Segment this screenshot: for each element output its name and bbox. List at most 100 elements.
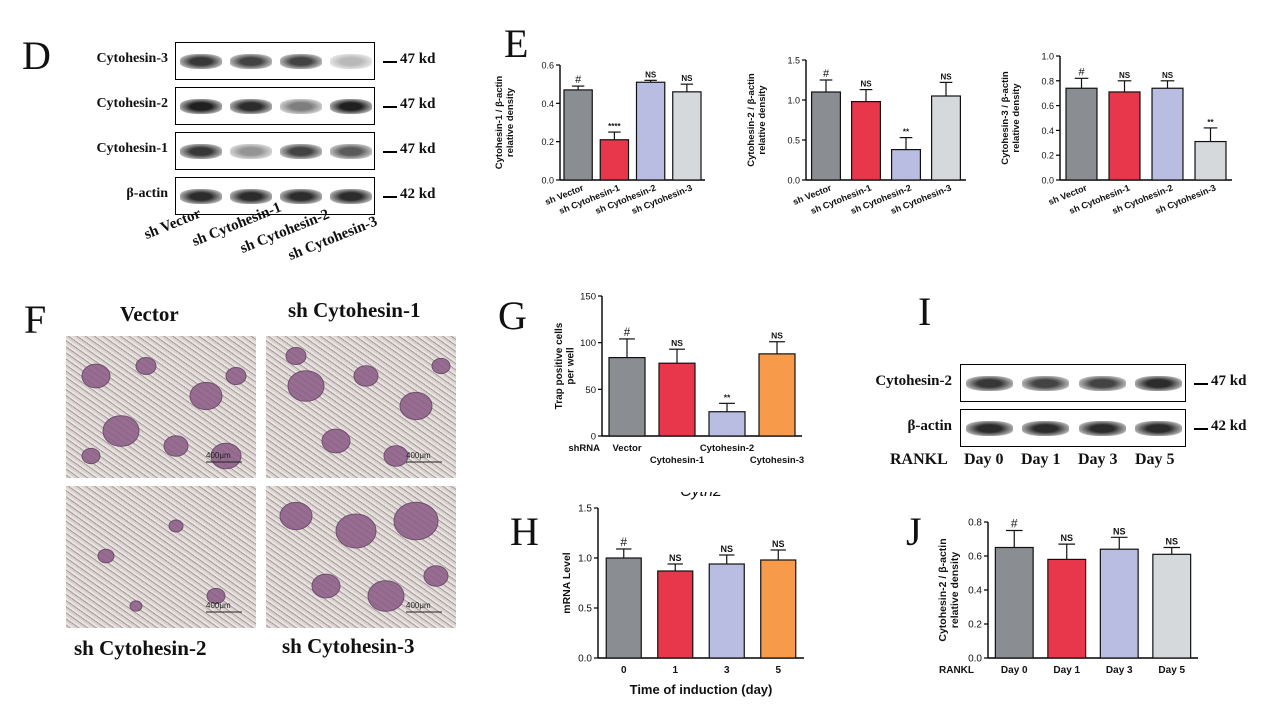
chart-g-trap-positive-cells: 0 50 100 150 Trap positive cells per well # Vec… [554,292,804,467]
chart-e3-cytohesin3-density: 0.0 0.2 0.4 0.6 0.8 1.0 Cytohesin-3 / β-actin r… [1000,52,1232,216]
osteoclast-cell [431,357,451,375]
bar [810,91,841,181]
kd-marker-label: 47 kd [400,96,436,112]
x-tick-label: Day 1 [1053,665,1080,676]
blot-row-label: β-actin [126,186,168,201]
bar [1151,87,1184,181]
chart-e1-cytohesin1-density: 0.0 0.2 0.4 0.6 Cytohesin-1 / β-actin relativ… [494,61,705,216]
micrograph-image: 400μm [266,486,456,628]
kd-marker-label: 47 kd [400,51,436,67]
bar [657,570,694,659]
blot-lane-label: Day 3 [1078,451,1118,468]
osteoclast-cell [97,548,115,564]
significance-label: NS [681,74,693,83]
y-tick-label: 0.0 [578,654,592,665]
significance-label: # [624,327,631,339]
chart-j-cytohesin2-rankl: 0.0 0.2 0.4 0.6 0.8 Cytohesin-2 / β-actin rela… [937,517,1198,676]
bar [1065,87,1098,181]
osteoclast-cell [321,428,351,454]
blot-band [280,189,322,204]
osteoclast-cell [135,357,157,375]
blot-band [1022,376,1070,391]
chart-e2-cytohesin2-density: 0.0 0.5 1.0 1.5 Cytohesin-2 / β-actin relativ… [746,56,966,216]
y-tick-label: 1.5 [578,504,592,515]
blot-band [180,189,222,204]
x-tick-label: Cytohesin-2 [700,443,754,454]
panel-label-d: D [22,33,51,78]
osteoclast-cell [353,365,379,387]
y-axis-label: relative density [1011,83,1022,153]
significance-label: NS [720,544,733,554]
significance-label: # [575,74,582,86]
y-tick-label: 0 [591,432,596,443]
bar [1108,91,1141,181]
y-tick-label: 0.2 [541,137,554,147]
bar [658,362,696,437]
significance-label: # [1078,66,1085,78]
significance-label: NS [645,70,657,79]
y-axis-label: Cytohesin-2 / β-actin [746,73,757,167]
significance-label: NS [771,331,783,341]
panel-label-e: E [504,21,529,66]
blot-band [1135,376,1183,391]
blot-strip [175,87,375,125]
x-tick-label: Cytohesin-3 [750,455,804,466]
y-tick-label: 100 [580,338,596,349]
osteoclast-cell [279,501,313,531]
blot-row-label: Cytohesin-2 [96,96,168,111]
y-tick-label: 0.8 [968,518,982,529]
blot-row-label: Cytohesin-3 [96,51,168,66]
significance-label: NS [772,539,785,549]
bar [635,81,666,181]
blot-band [230,189,272,204]
y-tick-label: 1.0 [1041,52,1054,62]
x-tick-label: Day 5 [1158,665,1185,676]
bar [994,546,1034,659]
significance-label: NS [1165,537,1178,547]
blot-band [230,54,272,69]
osteoclast-cell [102,415,140,447]
osteoclast-cell [285,347,307,365]
y-tick-label: 0.0 [541,176,554,186]
x-tick-label: Vector [612,443,641,454]
y-tick-label: 50 [585,385,596,396]
osteoclast-cell [367,580,405,612]
y-axis-label: Trap positive cells [554,322,565,409]
blot-band [330,54,372,69]
significance-label: NS [1162,71,1174,80]
osteoclast-cell [129,600,143,612]
blot-row-label: Cytohesin-1 [96,141,168,156]
y-axis-label: relative density [505,87,516,157]
osteoclast-cell [399,391,433,421]
blot-band [965,421,1013,436]
micrograph-label: sh Cytohesin-1 [288,298,421,322]
panel-label-j: J [906,509,922,554]
y-axis-label: relative density [949,552,961,629]
micrograph-label: sh Cytohesin-2 [74,636,207,660]
x-axis-label: Time of induction (day) [630,682,773,697]
bar [708,411,746,437]
bar [760,559,797,659]
chart-title: Cyth2 [680,492,722,500]
y-tick-label: 0.4 [968,586,982,597]
micrograph-label: sh Cytohesin-3 [282,634,415,658]
bar [1152,553,1192,659]
x-tick-label: Day 3 [1106,665,1133,676]
micrograph-label: Vector [120,302,179,326]
x-axis-prefix: shRNA [568,443,600,454]
micrograph-cells: 400μm [279,501,449,613]
kd-marker-line [383,61,397,63]
blot-band [280,99,322,114]
y-tick-label: 0.4 [1041,126,1054,136]
bar [891,148,922,181]
osteoclast-cell [168,519,184,533]
significance-label: NS [669,553,682,563]
blot-band [330,99,372,114]
kd-marker-line [383,196,397,198]
panel-label-i: I [918,289,932,334]
blot-band [1078,421,1126,436]
y-axis-label: Cytohesin-3 / β-actin [1000,71,1011,165]
y-axis-label: per well [566,347,577,384]
osteoclast-cell [189,381,223,411]
osteoclast-cell [81,363,111,389]
